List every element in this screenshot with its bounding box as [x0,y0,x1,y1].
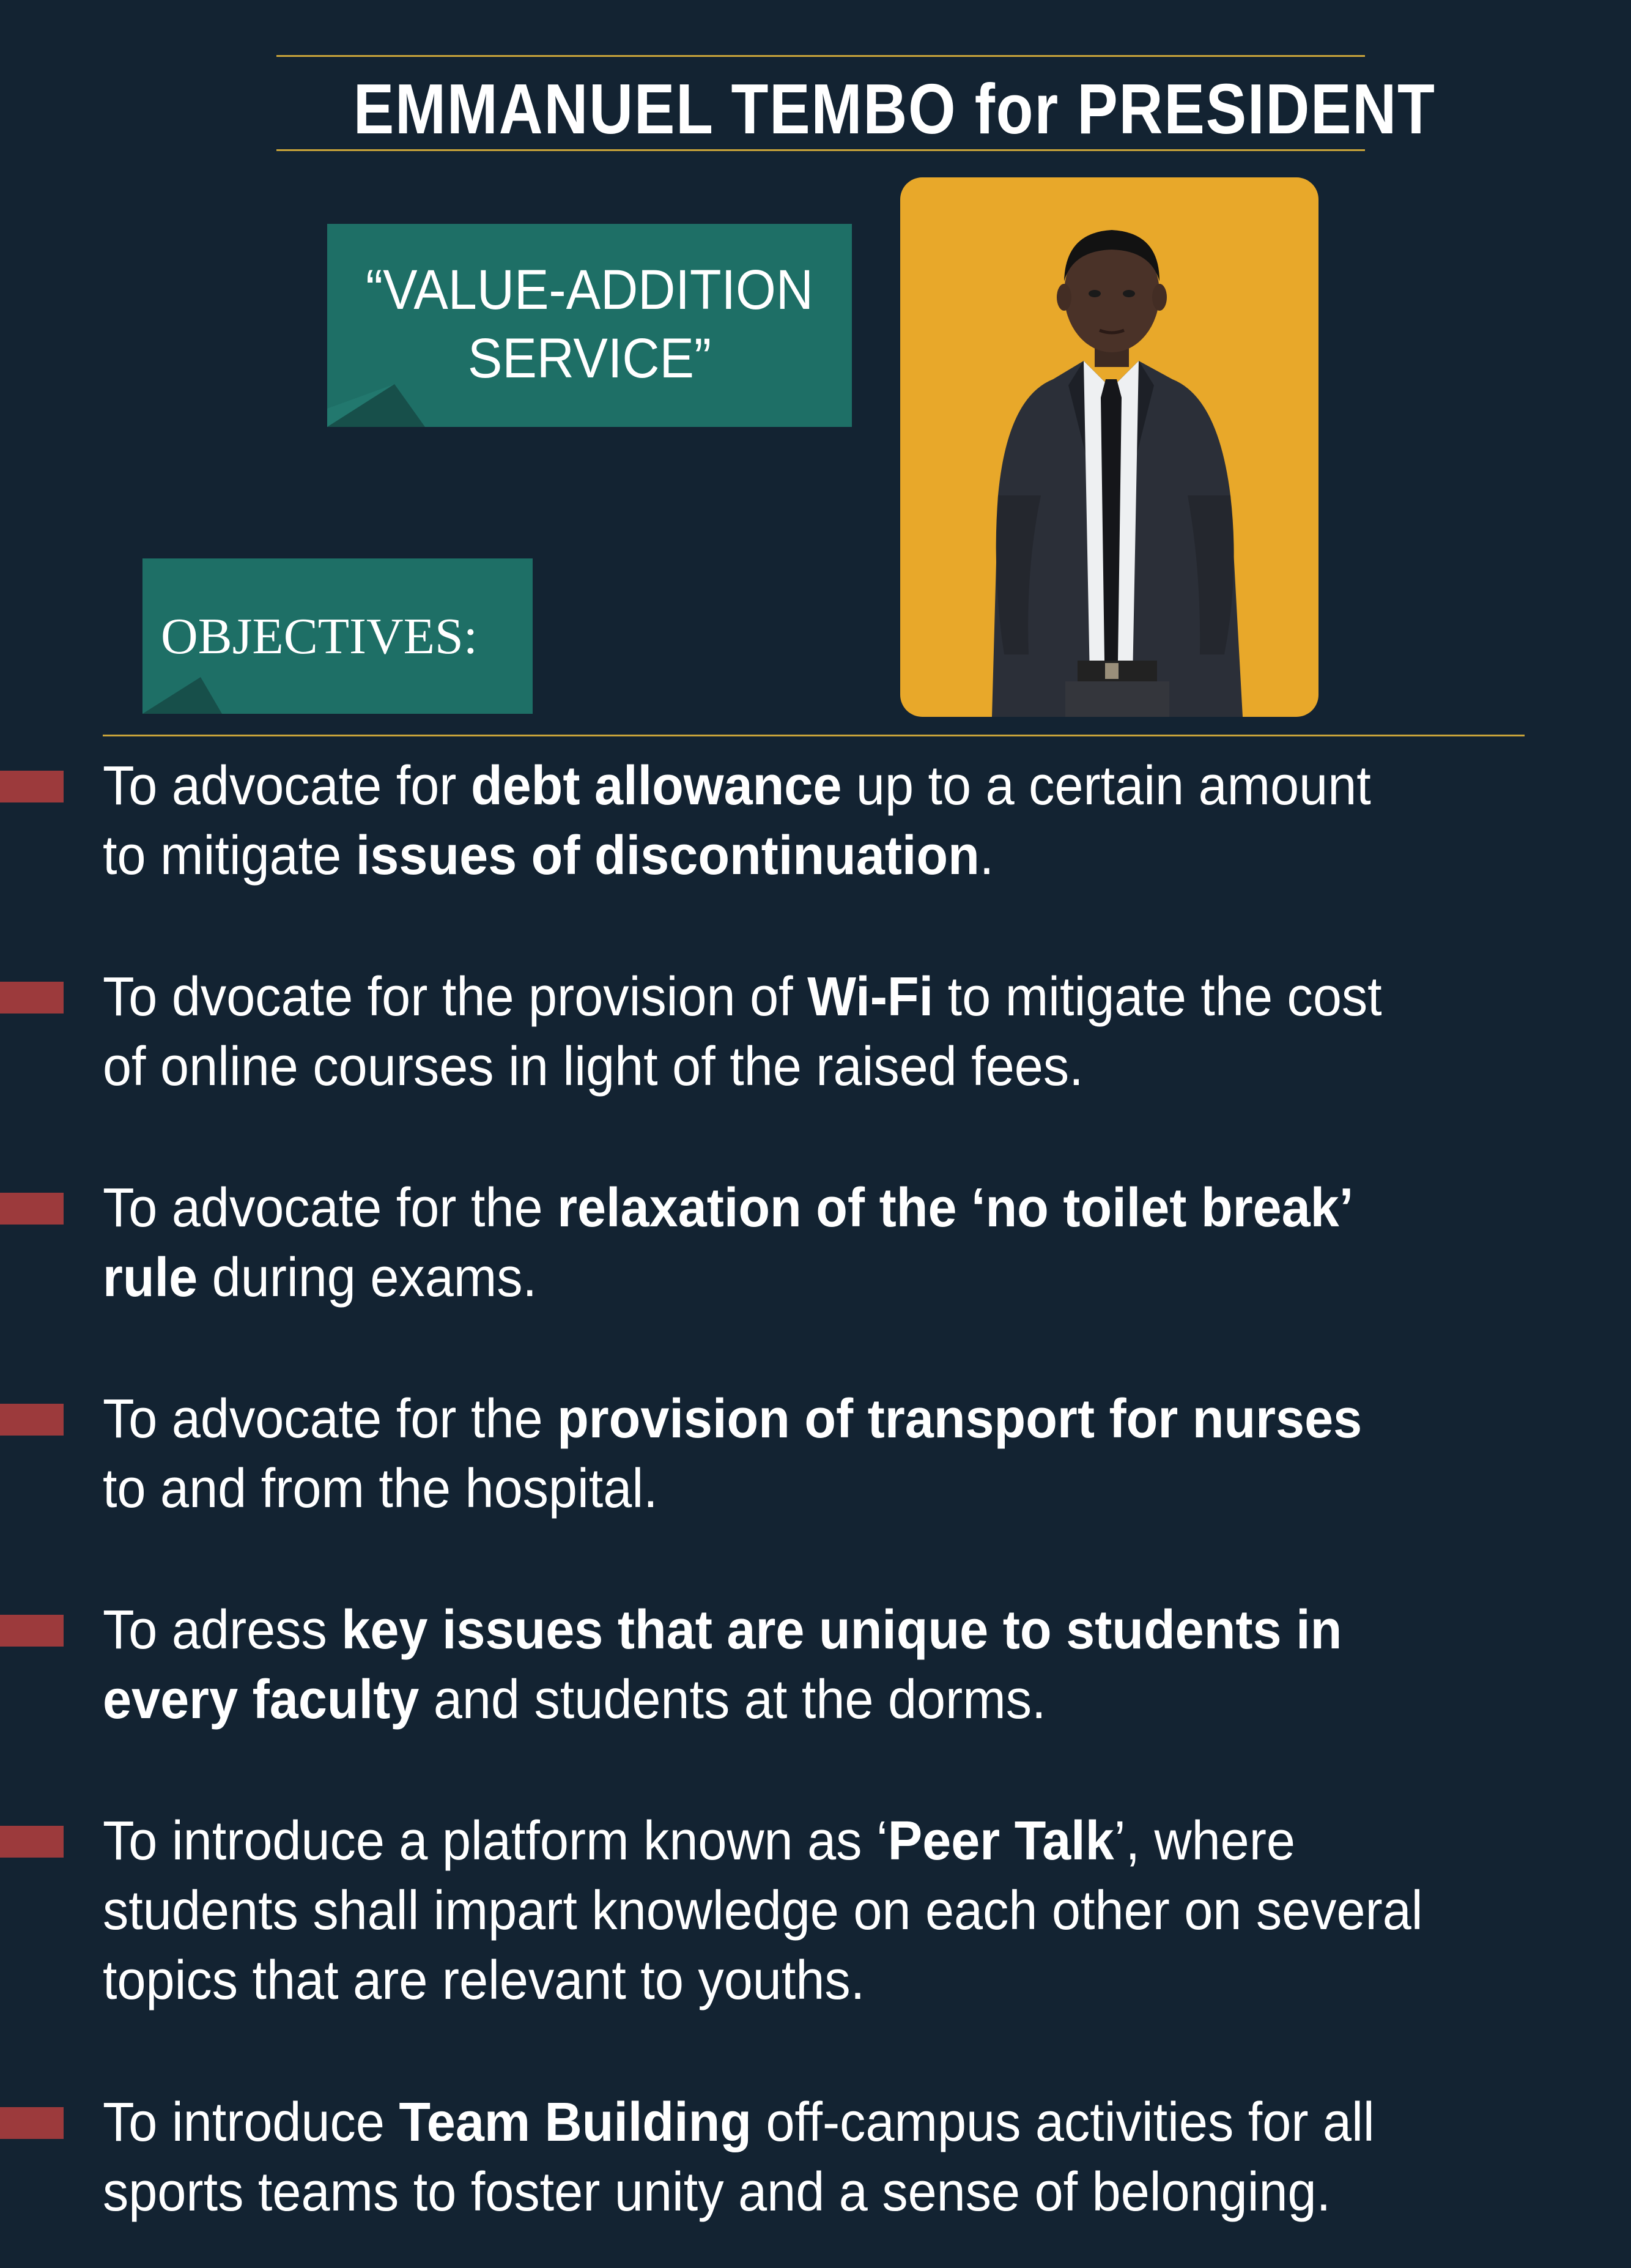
objective-segment: ’, where [1114,1810,1295,1872]
slogan-ribbon: “VALUE-ADDITION SERVICE” [327,224,852,427]
objective-line: To dvocate for the provision of Wi-Fi to… [103,962,1506,1032]
objective-segment: students shall impart knowledge on each … [103,1880,1423,1941]
objective-emphasis: Team Building [399,2092,752,2153]
objective-segment: to mitigate the cost [933,966,1382,1028]
objective-emphasis: Wi-Fi [807,966,934,1028]
objective-line: To advocate for the relaxation of the ‘n… [103,1173,1506,1243]
objective-emphasis: key issues that are unique to students i… [341,1599,1342,1661]
objective-line: to and from the hospital. [103,1454,1506,1524]
objective-line: rule during exams. [103,1243,1506,1313]
objective-text: To adress key issues that are unique to … [103,1595,1506,1735]
bullet-marker-icon [0,1826,64,1858]
objective-line: of online courses in light of the raised… [103,1032,1506,1102]
objective-segment: and students at the dorms. [419,1669,1046,1730]
objective-line: to mitigate issues of discontinuation. [103,821,1506,891]
bullet-marker-icon [0,1404,64,1436]
slogan-text: “VALUE-ADDITION SERVICE” [365,259,814,390]
objective-segment: To advocate for the [103,1388,558,1450]
objective-line: To adress key issues that are unique to … [103,1595,1506,1665]
objective-segment: To introduce [103,2092,399,2153]
objective-line: students shall impart knowledge on each … [103,1876,1506,1946]
objective-emphasis: every faculty [103,1669,420,1730]
objective-segment: during exams. [198,1247,538,1308]
objective-emphasis: Peer Talk [887,1810,1114,1872]
objectives-ribbon: OBJECTIVES: [142,558,533,714]
objectives-label: OBJECTIVES: [161,608,478,665]
title-top-rule [276,55,1365,57]
objective-text: To introduce Team Building off-campus ac… [103,2088,1506,2227]
objective-emphasis: debt allowance [470,755,842,817]
bullet-marker-icon [0,1193,64,1225]
objective-text: To dvocate for the provision of Wi-Fi to… [103,962,1506,1102]
objective-text: To advocate for the provision of transpo… [103,1384,1506,1524]
objective-segment: To introduce a platform known as ‘ [103,1810,888,1872]
objective-emphasis: rule [103,1247,198,1308]
bullet-marker-icon [0,1615,64,1647]
objective-segment: To advocate for the [103,1177,558,1239]
objective-emphasis: relaxation of the ‘no toilet break’ [557,1177,1354,1239]
objective-text: To introduce a platform known as ‘Peer T… [103,1806,1506,2015]
objective-line: sports teams to foster unity and a sense… [103,2157,1506,2227]
objective-emphasis: provision of transport for nurses [557,1388,1363,1450]
objective-text: To advocate for debt allowance up to a c… [103,751,1506,891]
objective-segment: sports teams to foster unity and a sense… [103,2162,1331,2223]
title-bottom-rule [276,149,1365,151]
objective-line: To advocate for the provision of transpo… [103,1384,1506,1454]
ribbon-fold-icon [327,384,425,427]
objective-segment: topics that are relevant to youths. [103,1950,865,2011]
objective-segment: To dvocate for the provision of [103,966,808,1028]
bullet-marker-icon [0,982,64,1014]
objective-line: To introduce a platform known as ‘Peer T… [103,1806,1506,1876]
objective-segment: of online courses in light of the raised… [103,1036,1084,1097]
objective-segment: to mitigate [103,825,356,886]
objective-line: topics that are relevant to youths. [103,1946,1506,2015]
objective-line: To advocate for debt allowance up to a c… [103,751,1506,821]
objective-line: To introduce Team Building off-campus ac… [103,2088,1506,2157]
objective-text: To advocate for the relaxation of the ‘n… [103,1173,1506,1313]
objectives-divider [103,735,1525,736]
objective-segment: . [979,825,994,886]
candidate-portrait-icon [992,230,1243,717]
objective-segment: off-campus activities for all [751,2092,1375,2153]
objective-line: every faculty and students at the dorms. [103,1665,1506,1735]
objective-segment: To advocate for [103,755,471,817]
bullet-marker-icon [0,771,64,802]
ribbon-fold-icon [142,677,222,714]
objective-segment: up to a certain amount [841,755,1371,817]
objective-segment: to and from the hospital. [103,1458,658,1519]
objective-emphasis: issues of discontinuation [355,825,980,886]
candidate-photo [900,177,1318,717]
objective-segment: To adress [103,1599,342,1661]
page-title: EMMANUEL TEMBO for PRESIDENT [353,69,1436,149]
bullet-marker-icon [0,2107,64,2139]
